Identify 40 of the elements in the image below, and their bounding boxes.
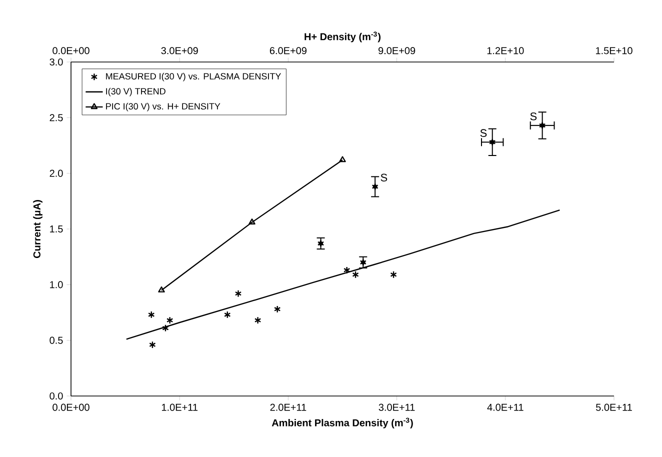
point <box>149 340 156 349</box>
y-tick-label: 3.0 <box>50 58 63 66</box>
annotation: S <box>380 174 388 182</box>
point <box>343 266 350 274</box>
point <box>254 316 262 324</box>
x-tick-label: 1.0E+11 <box>162 404 198 411</box>
annotation: S <box>530 112 537 120</box>
x2-tick-label: 9.0E+09 <box>378 47 416 54</box>
point <box>148 310 155 319</box>
y-tick-label: 2.0 <box>50 170 63 177</box>
x-axis-title: Ambient Plasma Density (m$^{-3}$) <box>272 418 413 428</box>
x-tick-label: 2.0E+11 <box>270 404 306 411</box>
x-tick-label: 3.0E+11 <box>378 404 415 411</box>
x2-tick-label: 3.0E+09 <box>161 47 198 54</box>
annotation: S <box>480 129 487 137</box>
y-tick-label: 1.5 <box>50 225 63 232</box>
legend-label: I(30 V) TREND <box>106 88 166 96</box>
y-tick-label: 0.5 <box>50 336 63 344</box>
x-tick-label: 4.0E+11 <box>487 404 524 411</box>
point <box>224 310 231 319</box>
line-series <box>126 209 560 340</box>
point <box>390 270 397 278</box>
legend-label: PIC I(30 V) vs. H+ DENSITY <box>106 102 220 112</box>
x2-tick-label: 1.5E+10 <box>596 47 632 54</box>
x-tick-label: 0.0E+00 <box>52 404 90 411</box>
y-tick-label: 1.0 <box>50 281 63 288</box>
point <box>274 305 281 313</box>
x2-tick-label: 6.0E+09 <box>270 47 306 54</box>
x-tick-label: 5.0E+11 <box>596 404 632 411</box>
x2-tick-label: 1.2E+10 <box>487 47 524 54</box>
point <box>162 324 169 332</box>
x2-axis-title: H+ Density (m$^{-3}$) <box>304 32 381 42</box>
point <box>352 270 359 278</box>
x2-tick-label: 0.0E+00 <box>52 47 90 54</box>
y-tick-label: 2.5 <box>50 114 63 122</box>
legend-label: MEASURED I(30 V) vs. PLASMA DENSITY <box>106 72 281 82</box>
point <box>166 316 174 324</box>
y-tick-label: 0.0 <box>50 392 63 400</box>
y-axis-title: Current (μA) <box>33 200 42 258</box>
point <box>234 290 242 298</box>
